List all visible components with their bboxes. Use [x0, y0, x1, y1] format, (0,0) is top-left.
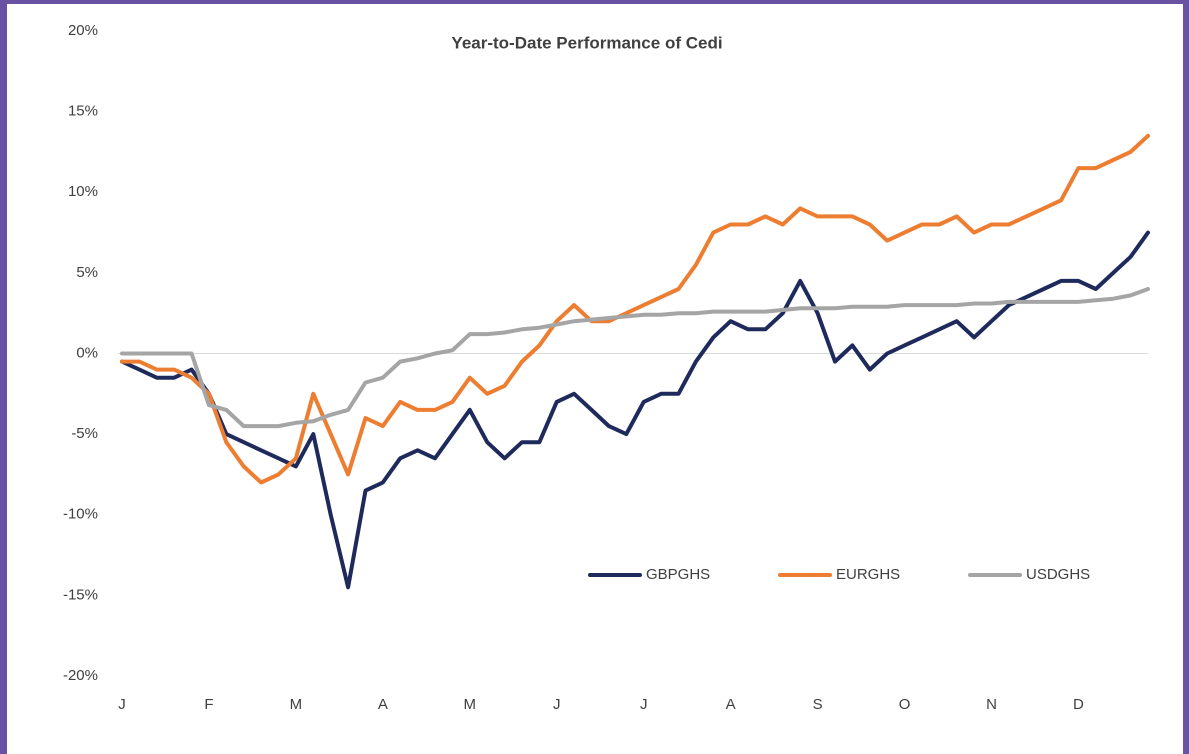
line-series: [120, 230, 1150, 590]
frame-top: [0, 0, 1189, 4]
chart-title: Year-to-Date Performance of Cedi: [451, 33, 722, 52]
x-tick-label: J: [640, 696, 648, 713]
y-tick-label: -15%: [63, 586, 98, 603]
frame-right: [1183, 0, 1189, 754]
x-tick-label: A: [726, 696, 736, 713]
x-tick-label: F: [204, 696, 213, 713]
x-tick-label: S: [813, 696, 823, 713]
line-series: [120, 287, 1150, 429]
y-tick-label: 5%: [76, 264, 98, 281]
y-tick-label: 15%: [68, 103, 98, 120]
x-tick-label: A: [378, 696, 388, 713]
x-tick-label: M: [290, 696, 303, 713]
y-tick-label: -10%: [63, 506, 98, 523]
legend-label: USDGHS: [1026, 566, 1090, 583]
line-series: [120, 133, 1150, 485]
y-tick-label: -5%: [71, 425, 98, 442]
y-tick-label: -20%: [63, 667, 98, 684]
legend-label: GBPGHS: [646, 566, 710, 583]
x-tick-label: O: [899, 696, 911, 713]
x-tick-label: J: [553, 696, 561, 713]
x-tick-label: N: [986, 696, 997, 713]
x-tick-label: M: [464, 696, 477, 713]
legend-label: EURGHS: [836, 566, 900, 583]
frame-left: [0, 0, 7, 754]
y-tick-label: 0%: [76, 344, 98, 361]
x-tick-label: D: [1073, 696, 1084, 713]
y-tick-label: 20%: [68, 22, 98, 39]
x-tick-label: J: [118, 696, 126, 713]
y-tick-label: 10%: [68, 183, 98, 200]
